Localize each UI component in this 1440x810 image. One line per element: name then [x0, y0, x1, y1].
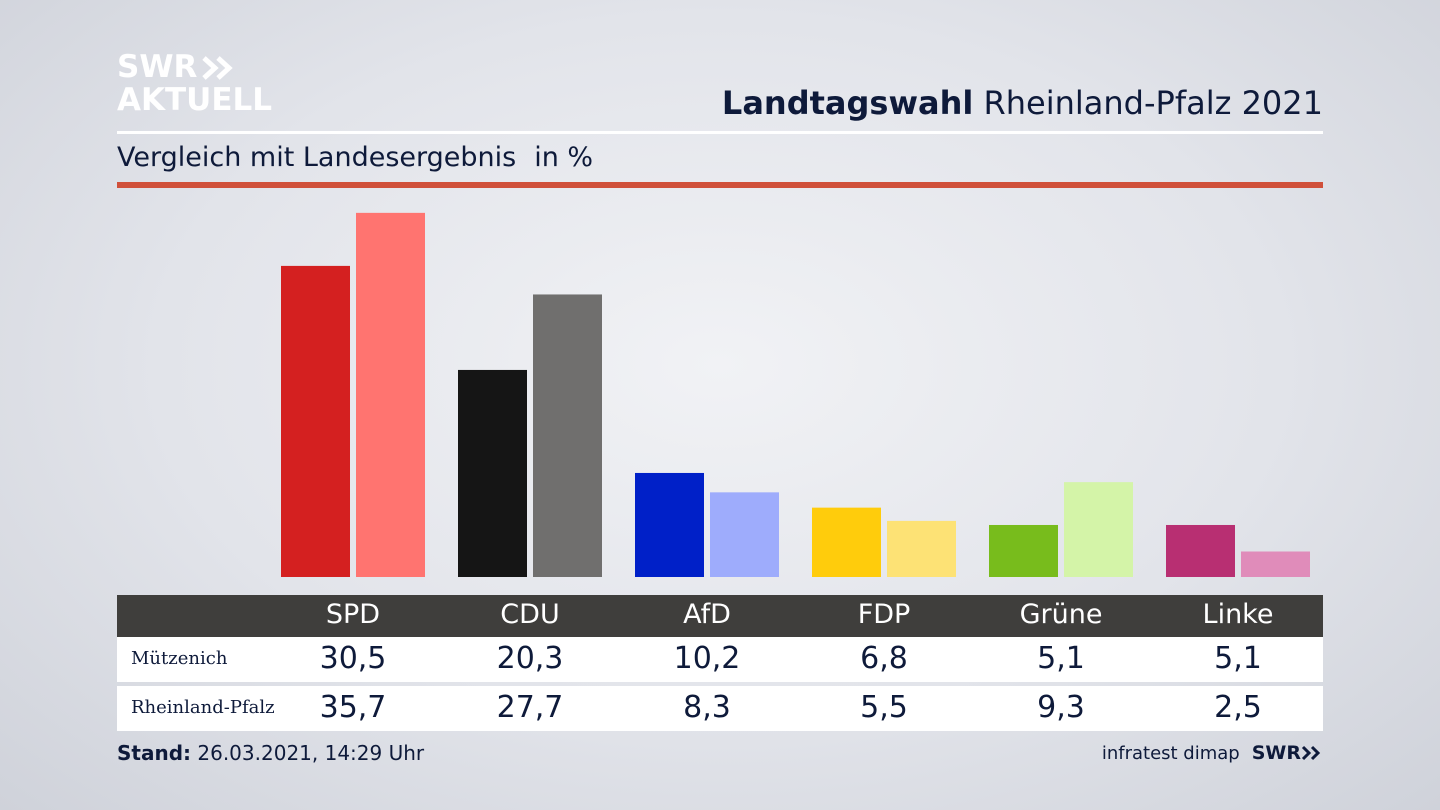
source-credit: infratest dimap SWR: [1102, 742, 1323, 764]
column-header-grne: Grüne: [1019, 599, 1103, 630]
table-cell: 10,2: [673, 641, 741, 676]
bar-cdu-local: [458, 369, 527, 577]
column-header-linke: Linke: [1202, 599, 1274, 630]
table-header: SPD CDU AfD FDP Grüne Linke: [117, 595, 1323, 637]
bar-spd-state: [356, 212, 425, 578]
swr-aktuell-logo: SWR AKTUELL: [117, 52, 272, 116]
bar-linke-state: [1241, 551, 1310, 577]
source-text: infratest dimap: [1101, 742, 1240, 764]
timestamp: Stand: 26.03.2021, 14:29 Uhr: [117, 741, 424, 765]
double-chevron-icon: [202, 55, 234, 80]
bar-afd-local: [635, 472, 704, 577]
row-label: Mützenich: [131, 648, 228, 669]
stand-value: 26.03.2021, 14:29 Uhr: [197, 741, 425, 765]
bar-fdp-local: [812, 507, 881, 577]
table-cell: 20,3: [496, 641, 564, 676]
table-cell: 6,8: [860, 641, 908, 676]
title-rest: Rheinland-Pfalz 2021: [983, 84, 1323, 122]
bar-afd-state: [710, 492, 779, 577]
table-cell: 9,3: [1037, 690, 1085, 725]
column-header-cdu: CDU: [500, 599, 560, 630]
column-header-spd: SPD: [325, 599, 381, 630]
logo-line-swr: SWR: [117, 49, 198, 85]
bar-linke-local: [1166, 524, 1235, 577]
table-cell: 30,5: [319, 641, 387, 676]
table-cell: 27,7: [496, 690, 564, 725]
chart-subtitle: Vergleich mit Landesergebnis in %: [117, 142, 593, 173]
logo-line-aktuell: AKTUELL: [117, 82, 273, 118]
column-header-fdp: FDP: [857, 599, 911, 630]
table-cell: 2,5: [1214, 690, 1262, 725]
bar-grne-state: [1064, 482, 1133, 577]
title-bold: Landtagswahl: [721, 84, 974, 122]
double-chevron-icon: [1301, 745, 1321, 761]
swr-small-logo: SWR: [1252, 742, 1323, 764]
bar-grne-local: [989, 524, 1058, 577]
row-label: Rheinland-Pfalz: [131, 697, 275, 718]
table-cell: 5,5: [860, 690, 908, 725]
subtitle-unit: in %: [534, 142, 594, 173]
table-cell: 35,7: [319, 690, 387, 725]
table-cell: 8,3: [683, 690, 731, 725]
stand-label: Stand:: [117, 741, 192, 765]
title-divider: [117, 131, 1323, 134]
table-cell: 5,1: [1037, 641, 1085, 676]
bar-cdu-state: [533, 294, 602, 577]
table-row-muetzenich: Mützenich 30,5 20,3 10,2 6,8 5,1 5,1: [117, 637, 1323, 682]
accent-divider: [117, 182, 1323, 188]
bar-spd-local: [281, 265, 350, 577]
bar-fdp-state: [887, 520, 956, 577]
column-header-afd: AfD: [683, 599, 731, 630]
table-row-rheinland-pfalz: Rheinland-Pfalz 35,7 27,7 8,3 5,5 9,3 2,5: [117, 686, 1323, 731]
page-title: Landtagswahl Rheinland-Pfalz 2021: [722, 84, 1323, 122]
subtitle-text: Vergleich mit Landesergebnis: [117, 142, 517, 173]
table-cell: 5,1: [1214, 641, 1262, 676]
swr-small-logo-text: SWR: [1251, 742, 1301, 764]
